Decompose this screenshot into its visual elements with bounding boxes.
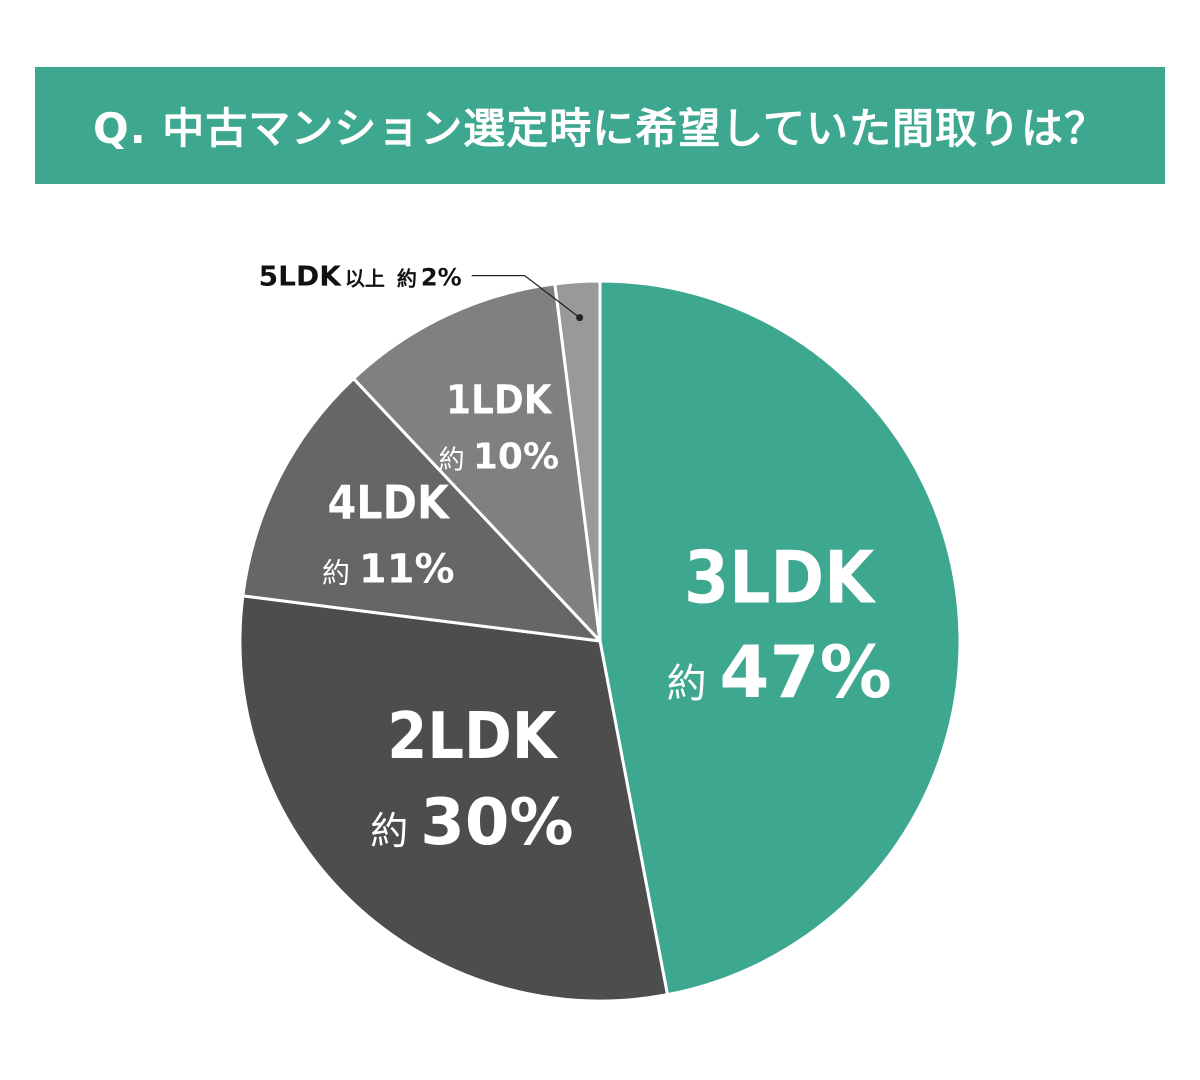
slice-name-label: 1LDK <box>446 378 553 424</box>
pie-slice-2ldk <box>238 594 669 1003</box>
callout-line <box>471 275 581 319</box>
slice-name-label: 4LDK <box>327 476 451 530</box>
pie-slice-3ldk <box>598 279 962 997</box>
slice-percent-label: 約 47% <box>667 630 892 714</box>
pie-slice-5ldk <box>553 279 602 643</box>
pie-slice-1ldk <box>352 282 602 643</box>
slice-percent-label: 約 10% <box>439 437 559 478</box>
slice-percent-label: 約 11% <box>322 546 455 592</box>
callout-label-5ldk: 5LDK 以上約 2% <box>259 260 462 293</box>
slice-percent-label: 約 30% <box>370 786 573 860</box>
chart-title: Q. 中古マンション選定時に希望していた間取りは？ <box>92 104 1108 153</box>
pie-slice-4ldk <box>241 377 602 643</box>
slice-label-2ldk: 2LDK 約 30% <box>370 700 573 860</box>
slice-label-3ldk: 3LDK 約 47% <box>667 536 892 715</box>
slice-name-label: 3LDK <box>684 536 877 620</box>
slice-label-1ldk: 1LDK 約 10% <box>439 378 559 478</box>
title-banner: Q. 中古マンション選定時に希望していた間取りは？ <box>35 67 1165 184</box>
slice-name-label: 2LDK <box>387 700 559 774</box>
slice-label-4ldk: 4LDK 約 11% <box>322 476 455 593</box>
